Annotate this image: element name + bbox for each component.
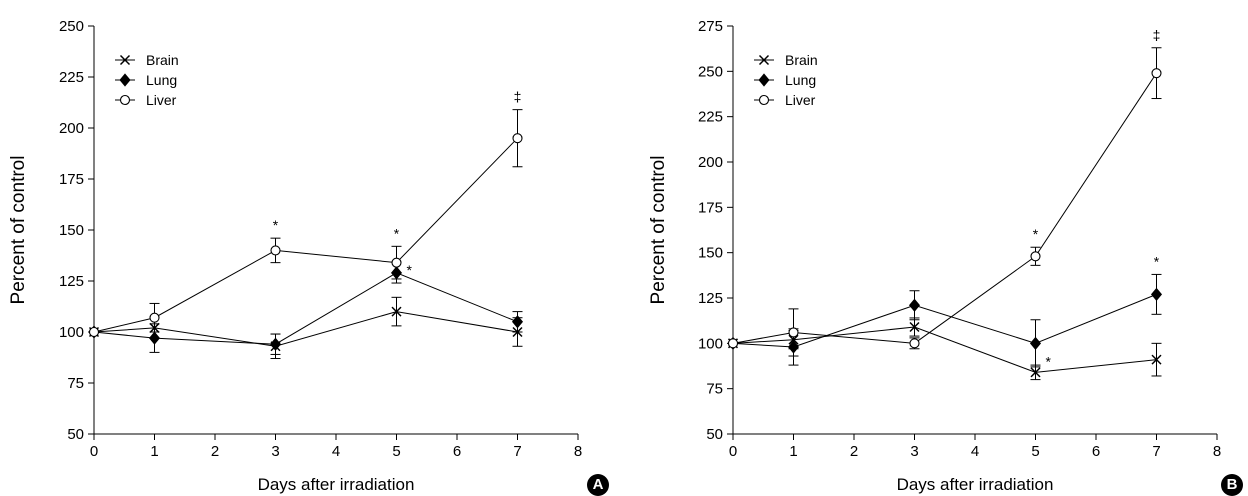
- chart-b-x-tick-label: 8: [1213, 443, 1221, 460]
- chart-a-svg: 50 75 100 125 150 175 200 225 250 0 1 2 3 4 5 6 7 8 Days a…: [8, 18, 582, 494]
- chart-b-series-brain-point: [909, 321, 920, 333]
- chart-a-series-liver-point: [270, 245, 281, 256]
- chart-b-x-tick-label: 6: [1092, 443, 1100, 460]
- chart-b-y-tick-label: 75: [706, 381, 723, 398]
- chart-a-series-liver-significance-mark: *: [273, 217, 279, 233]
- chart-b-x-tick-label: 0: [729, 443, 737, 460]
- chart-a-y-tick-label: 225: [59, 69, 84, 86]
- chart-a-series-liver-line: [93, 137, 518, 333]
- chart-b-series-brain-point: [1030, 367, 1041, 378]
- chart-panel-b: 50 75 100 125 150 175 200 225 250 275 0 1 2 3 4 5 6 7 8 Day…: [624, 0, 1248, 496]
- chart-b-x-tick-label: 2: [850, 443, 858, 460]
- chart-a-x-tick-label: 8: [574, 443, 582, 460]
- chart-a-legend-label-brain: Brain: [146, 52, 179, 68]
- chart-panel-a: 50 75 100 125 150 175 200 225 250 0 1 2 3 4 5 6 7 8 Days a…: [8, 18, 609, 496]
- chart-b-x-tick-label: 5: [1031, 443, 1039, 460]
- chart-b-x-tick-label: 7: [1152, 443, 1160, 460]
- chart-a-x-tick-label: 2: [211, 443, 219, 460]
- chart-b-legend-label-lung: Lung: [785, 72, 816, 88]
- chart-b-series-liver-point: [909, 338, 920, 349]
- chart-b-y-tick-label: 125: [698, 290, 723, 307]
- chart-a-legend-marker-brain: [119, 54, 131, 66]
- chart-b-x-tick-label: 3: [910, 443, 918, 460]
- chart-a-series-lung-line: [93, 272, 518, 345]
- chart-b-legend-label-brain: Brain: [785, 52, 818, 68]
- chart-b-y-axis-title: Percent of control: [648, 156, 669, 305]
- panel-label-b: B: [1221, 474, 1243, 496]
- chart-a-series-brain-point: [391, 306, 402, 317]
- chart-b-y-tick-label: 275: [698, 18, 723, 35]
- chart-b-series-liver-point: [1151, 68, 1162, 79]
- chart-a-x-tick-label: 6: [453, 443, 461, 460]
- chart-a-y-tick-label: 200: [59, 120, 84, 137]
- chart-b-y-tick-label: 50: [706, 426, 723, 443]
- chart-b-series-liver-line: [732, 72, 1157, 344]
- chart-a-legend-marker-lung: [119, 73, 131, 87]
- chart-a-legend-marker-liver: [119, 94, 131, 106]
- chart-b-x-axis-title: Days after irradiation: [897, 475, 1054, 494]
- chart-a-x-tick-label: 4: [332, 443, 340, 460]
- chart-b-series-liver-point: [727, 338, 739, 349]
- chart-b-series-liver-point: [1030, 251, 1041, 262]
- chart-a-series-lung-point: [148, 331, 161, 345]
- chart-a-x-tick-label: 0: [90, 443, 98, 460]
- chart-b-legend-marker-brain: [758, 54, 770, 66]
- chart-a-series-liver-significance-mark: ‡: [514, 89, 522, 105]
- chart-b-y-tick-label: 150: [698, 245, 723, 262]
- chart-b-series-liver-point: [788, 327, 799, 338]
- chart-b-series-brain-significance-mark: *: [1046, 353, 1052, 369]
- chart-b-legend-marker-liver: [758, 94, 770, 106]
- chart-a-x-tick-label: 3: [271, 443, 279, 460]
- chart-a-y-axis-title: Percent of control: [8, 156, 29, 305]
- chart-a-legend-label-lung: Lung: [146, 72, 177, 88]
- chart-a-series-lung-point: [269, 337, 282, 351]
- chart-a-series-lung-point: [511, 315, 524, 329]
- chart-a-y-tick-label: 125: [59, 273, 84, 290]
- chart-b-series-liver: *‡: [727, 27, 1162, 357]
- chart-b-y-tick-label: 200: [698, 154, 723, 171]
- chart-a-series-liver-significance-mark: *: [394, 225, 400, 241]
- chart-b-legend-marker-lung: [758, 73, 770, 87]
- chart-b-series-lung-significance-mark: *: [1154, 253, 1160, 269]
- chart-b-svg: 50 75 100 125 150 175 200 225 250 275 0 1 2 3 4 5 6 7 8 Day…: [648, 18, 1221, 494]
- chart-b-series-lung-point: [1150, 287, 1163, 301]
- chart-b-x-tick-label: 1: [789, 443, 797, 460]
- chart-b-series-brain: *: [727, 317, 1162, 381]
- chart-a-series-liver-point: [149, 312, 160, 323]
- chart-b-legend-label-liver: Liver: [785, 92, 816, 108]
- chart-a-y-tick-label: 175: [59, 171, 84, 188]
- panel-label-a: A: [587, 474, 609, 496]
- chart-a-x-tick-label: 7: [513, 443, 521, 460]
- chart-b-series-brain-point: [1151, 354, 1162, 365]
- chart-b-series-liver-significance-mark: ‡: [1153, 27, 1161, 43]
- chart-b-y-tick-label: 225: [698, 109, 723, 126]
- chart-a-y-tick-label: 50: [67, 426, 84, 443]
- chart-a-series-liver-point: [512, 133, 523, 144]
- chart-a-x-tick-label: 5: [392, 443, 400, 460]
- chart-b-y-tick-label: 100: [698, 335, 723, 352]
- chart-a-legend-label-liver: Liver: [146, 92, 177, 108]
- chart-b-series-lung-point: [908, 298, 921, 312]
- chart-b-x-tick-label: 4: [971, 443, 979, 460]
- chart-b-y-tick-label: 175: [698, 199, 723, 216]
- chart-b-series-lung-point: [1029, 336, 1042, 350]
- chart-a-y-tick-label: 100: [59, 324, 84, 341]
- chart-a-x-axis-title: Days after irradiation: [258, 475, 415, 494]
- chart-a-series-liver: * * ‡: [88, 89, 523, 338]
- chart-a-y-tick-label: 250: [59, 18, 84, 35]
- chart-a-series-lung-significance-mark: *: [407, 262, 413, 278]
- chart-a-y-tick-label: 150: [59, 222, 84, 239]
- chart-a-series-liver-point: [88, 326, 100, 338]
- chart-a-x-tick-label: 1: [150, 443, 158, 460]
- chart-b-series-liver-significance-mark: *: [1033, 226, 1039, 242]
- chart-a-series-liver-point: [391, 257, 402, 268]
- chart-a-y-tick-label: 75: [67, 375, 84, 392]
- chart-b-y-tick-label: 250: [698, 63, 723, 80]
